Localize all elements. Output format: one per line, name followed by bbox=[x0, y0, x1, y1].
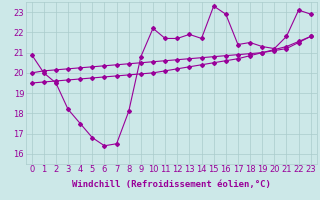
X-axis label: Windchill (Refroidissement éolien,°C): Windchill (Refroidissement éolien,°C) bbox=[72, 180, 271, 189]
